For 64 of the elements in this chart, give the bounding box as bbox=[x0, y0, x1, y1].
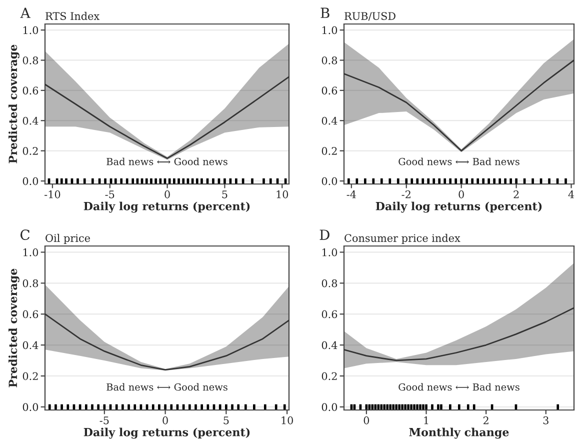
y-tick-label: 0.2 bbox=[22, 372, 38, 380]
y-tick-label: 0.0 bbox=[322, 177, 338, 186]
y-tick-label: 0.8 bbox=[322, 279, 338, 288]
line-series bbox=[344, 307, 574, 362]
line-series bbox=[45, 313, 289, 370]
x-tick-label: 1 bbox=[424, 416, 428, 424]
x-tick-label: 2 bbox=[483, 416, 488, 424]
y-axis-title: Predicted coverage bbox=[8, 44, 20, 164]
x-tick-label: 10 bbox=[276, 190, 288, 198]
y-tick-label: 0.0 bbox=[22, 403, 38, 412]
x-tick-label: -4 bbox=[346, 190, 356, 198]
y-tick-label: 0.4 bbox=[322, 341, 338, 350]
y-tick-label: 1.0 bbox=[322, 248, 338, 256]
y-tick-label: 0.6 bbox=[322, 310, 338, 318]
line-series bbox=[344, 60, 574, 152]
y-axis-title: Predicted coverage bbox=[8, 268, 20, 388]
x-axis-title: Daily log returns (percent) bbox=[376, 202, 542, 213]
x-tick-label: -2 bbox=[402, 190, 410, 198]
text: D bbox=[320, 230, 330, 240]
y-tick-label: 0.4 bbox=[322, 116, 338, 125]
y-tick-label: 0.6 bbox=[22, 310, 38, 318]
y-tick-label: 0.2 bbox=[322, 147, 337, 155]
x-axis-title: Monthly change bbox=[409, 428, 509, 439]
x-tick-label: 10 bbox=[282, 416, 293, 424]
x-tick-label: 0 bbox=[458, 190, 464, 198]
y-tick-label: 0.2 bbox=[22, 147, 38, 155]
x-axis-title: Daily log returns (percent) bbox=[84, 428, 250, 439]
y-tick-label: 1.0 bbox=[23, 26, 38, 34]
x-tick-label: 5 bbox=[222, 190, 228, 198]
y-tick-label: 0.4 bbox=[22, 341, 38, 350]
y-tick-label: 0.0 bbox=[22, 177, 38, 186]
y-tick-label: 0.8 bbox=[22, 56, 38, 64]
x-tick-label: 2 bbox=[514, 190, 519, 198]
chart-title: Oil price bbox=[46, 234, 90, 244]
line-series bbox=[45, 76, 289, 160]
x-tick-label: 3 bbox=[543, 416, 548, 424]
annotation: Bad news ⟷ Good news bbox=[106, 158, 228, 166]
y-tick-label: 0.6 bbox=[322, 86, 338, 95]
text: C bbox=[20, 230, 30, 240]
x-tick-label: 4 bbox=[568, 190, 574, 198]
chart-title: RUB/USD bbox=[344, 12, 396, 21]
text: A bbox=[20, 8, 30, 18]
x-axis-title: Daily log returns (percent) bbox=[84, 202, 250, 213]
annotation: Good news ⟷ Bad news bbox=[398, 383, 520, 391]
x-tick-label: -10 bbox=[44, 190, 60, 198]
x-tick-label: 0 bbox=[164, 190, 170, 198]
x-tick-label: -5 bbox=[100, 416, 109, 424]
annotation: Bad news ⟷ Good news bbox=[106, 383, 228, 391]
x-tick-label: 0 bbox=[162, 416, 168, 424]
x-tick-label: -5 bbox=[105, 190, 114, 198]
y-tick-label: 0.2 bbox=[322, 372, 337, 380]
text: B bbox=[320, 8, 330, 18]
chart-title: RTS Index bbox=[46, 12, 100, 20]
y-tick-label: 1.0 bbox=[23, 248, 38, 256]
x-tick-label: 0 bbox=[364, 416, 370, 424]
y-tick-label: 0.6 bbox=[22, 86, 38, 95]
y-tick-label: 0.4 bbox=[22, 116, 38, 125]
y-tick-label: 0.8 bbox=[22, 279, 38, 288]
y-tick-label: 1.0 bbox=[322, 26, 338, 34]
chart-title: Consumer price index bbox=[344, 234, 460, 244]
x-tick-label: 5 bbox=[224, 416, 229, 424]
y-tick-label: 0.0 bbox=[322, 403, 338, 412]
y-tick-label: 0.8 bbox=[322, 56, 338, 64]
annotation: Good news ⟷ Bad news bbox=[398, 158, 520, 166]
